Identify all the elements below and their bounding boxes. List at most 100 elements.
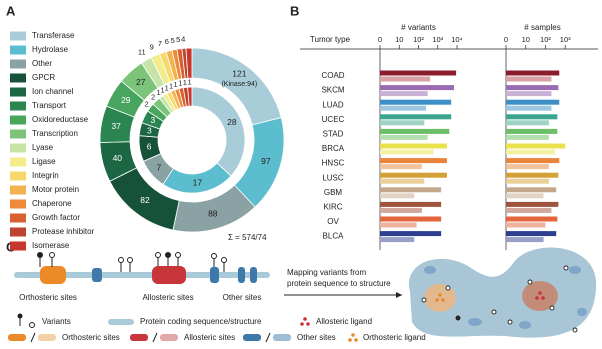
y-tick-label: BLCA: [323, 232, 345, 241]
x-tick-label: 10⁴: [451, 35, 463, 44]
bar: [506, 120, 549, 126]
value-label: 88: [208, 208, 218, 218]
legend-label: Lyase: [32, 143, 54, 152]
legend-slash: [30, 332, 36, 343]
legend-swatch: [10, 87, 26, 97]
x-tick-label: 10³: [560, 35, 571, 44]
legend-label: Chaperone: [32, 199, 72, 208]
allosteric-ligand: [535, 291, 545, 300]
protein-structure: [408, 247, 597, 338]
legend-swatch: [10, 157, 26, 167]
bar: [506, 193, 544, 199]
legend-swatch: [10, 73, 26, 83]
value-label: 5: [171, 36, 175, 45]
bar: [380, 149, 434, 155]
bar: [506, 231, 557, 237]
diagram-legend: Variants Protein coding sequence/structu…: [8, 313, 426, 343]
value-label: 7: [158, 39, 162, 48]
other-site: [92, 268, 102, 282]
legend-label: Oxidoreductase: [32, 115, 89, 124]
value-label: 1: [178, 79, 182, 88]
value-label: 11: [138, 47, 146, 56]
y-tick-label: LUAD: [322, 100, 344, 109]
variant-lollipops: [37, 252, 227, 272]
bar: [506, 76, 552, 82]
bar: [506, 207, 552, 213]
bar: [506, 222, 546, 228]
legend-swatch: [10, 199, 26, 209]
legend-swatch: [10, 171, 26, 181]
value-label: 4: [181, 34, 185, 43]
bar: [506, 105, 552, 111]
bar: [506, 172, 559, 178]
bar: [506, 201, 559, 207]
x-tick-label: 10²: [413, 35, 424, 44]
bar: [380, 216, 442, 222]
bar: [506, 128, 558, 134]
bar: [506, 134, 549, 140]
value-label: 3: [151, 115, 156, 125]
bar: [506, 149, 555, 155]
legend-swatch: [10, 213, 26, 223]
other-site: [238, 267, 245, 283]
legend-label: Orthosteric ligand: [363, 333, 426, 342]
bar: [380, 114, 452, 120]
value-label: 28: [227, 117, 237, 127]
bar: [506, 99, 560, 105]
legend-label: Allosteric sites: [184, 333, 235, 342]
bar: [506, 178, 549, 184]
legend-swatch: [10, 115, 26, 125]
site-label: Allosteric sites: [142, 293, 193, 302]
bar: [380, 76, 431, 82]
bar: [380, 91, 428, 97]
axis-title: # samples: [524, 23, 560, 32]
legend-label: Transcription: [32, 129, 78, 138]
legend-icon: [108, 319, 134, 325]
value-label: 3: [147, 125, 152, 135]
legend-label: Isomerase: [32, 241, 70, 250]
value-label: 1: [183, 78, 187, 87]
bar: [380, 237, 415, 243]
legend-label: Protein coding sequence/structure: [140, 317, 262, 326]
bar: [380, 70, 457, 76]
panel-label: B: [290, 3, 299, 18]
bar: [380, 120, 425, 126]
legend-label: Growth factor: [32, 213, 80, 222]
value-label: 17: [193, 177, 203, 187]
bar: [380, 164, 422, 170]
x-tick-label: 0: [504, 35, 508, 44]
legend-label: Transferase: [32, 31, 75, 40]
bar: [380, 187, 442, 193]
legend-icon: [8, 334, 26, 341]
y-axis-title: Tumor type: [310, 35, 351, 44]
sequence-bar: [14, 272, 270, 278]
other-site: [577, 308, 587, 316]
legend-label: Ion channel: [32, 87, 74, 96]
bar: [380, 99, 452, 105]
legend-label: Hydrolase: [32, 45, 69, 54]
value-label: 5: [176, 35, 180, 44]
x-tick-label: 10²: [540, 35, 551, 44]
panel-label: A: [6, 3, 16, 18]
value-label: 1: [160, 86, 164, 95]
orthosteric-pocket: [424, 284, 456, 312]
value-label: 7: [156, 162, 161, 172]
y-tick-label: UCEC: [322, 115, 345, 124]
donut-slice: [191, 86, 246, 177]
bar: [380, 143, 447, 149]
mapping-text: protein sequence to structure: [287, 279, 391, 288]
legend-icon: [243, 334, 261, 341]
bar: [506, 114, 558, 120]
arrow-head: [396, 292, 402, 298]
value-label: 6: [165, 37, 169, 46]
other-site: [250, 267, 257, 283]
other-site: [468, 318, 482, 326]
value-label: 1: [188, 78, 192, 87]
y-tick-label: SKCM: [321, 86, 344, 95]
legend-swatch: [10, 143, 26, 153]
y-tick-label: COAD: [321, 71, 344, 80]
bar: [380, 85, 455, 91]
value-label: 2: [145, 100, 149, 109]
y-tick-label: BRCA: [322, 144, 345, 153]
bar: [380, 207, 422, 213]
